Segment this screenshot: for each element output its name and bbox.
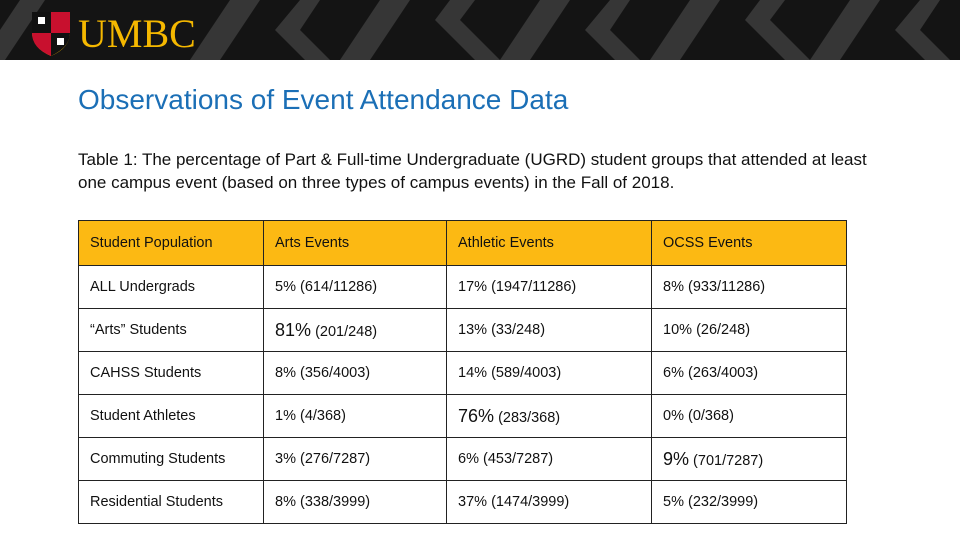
value-cell: 14% (589/4003) xyxy=(446,351,652,395)
percent: 14% xyxy=(458,365,488,381)
attendance-table: Student Population Arts Events Athletic Ev… xyxy=(78,220,847,524)
count: (453/7287) xyxy=(483,451,554,467)
value-cell: 13% (33/248) xyxy=(446,308,652,352)
count: (338/3999) xyxy=(300,494,371,510)
count: (26/248) xyxy=(696,322,751,338)
percent: 6% xyxy=(663,365,684,381)
table-row: Commuting Students 3% (276/7287) 6% (453/7… xyxy=(78,437,847,481)
count: (283/368) xyxy=(498,409,561,426)
value-cell: 6% (263/4003) xyxy=(651,351,847,395)
count: (1474/3999) xyxy=(491,494,570,510)
percent: 0% xyxy=(663,408,684,424)
count: (201/248) xyxy=(315,323,378,340)
count: (1947/11286) xyxy=(491,279,577,295)
value-cell: 8% (356/4003) xyxy=(263,351,447,395)
count: (4/368) xyxy=(300,408,346,424)
value-cell: 5% (614/11286) xyxy=(263,265,447,309)
percent: 5% xyxy=(275,279,296,295)
count: (614/11286) xyxy=(300,279,378,295)
value-cell: 81% (201/248) xyxy=(263,308,447,352)
slide-title: Observations of Event Attendance Data xyxy=(78,84,569,115)
percent: 9% xyxy=(663,448,690,469)
percent: 10% xyxy=(663,322,693,338)
value-cell: 8% (338/3999) xyxy=(263,480,447,524)
table-row: ALL Undergrads 5% (614/11286) 17% (1947/11… xyxy=(78,265,847,309)
group-cell: Student Athletes xyxy=(78,394,264,438)
group-cell: Commuting Students xyxy=(78,437,264,481)
header-row: Student Population Arts Events Athletic Ev… xyxy=(78,220,847,266)
value-cell: 6% (453/7287) xyxy=(446,437,652,481)
count: (356/4003) xyxy=(300,365,371,381)
value-cell: 1% (4/368) xyxy=(263,394,447,438)
value-cell: 8% (933/11286) xyxy=(651,265,847,309)
group-cell: ALL Undergrads xyxy=(78,265,264,309)
group-cell: “Arts” Students xyxy=(78,308,264,352)
value-cell: 0% (0/368) xyxy=(651,394,847,438)
count: (263/4003) xyxy=(688,365,759,381)
value-cell: 3% (276/7287) xyxy=(263,437,447,481)
table-row: Student Athletes 1% (4/368) 76% (283/368) 0… xyxy=(78,394,847,438)
count: (0/368) xyxy=(688,408,734,424)
value-cell: 5% (232/3999) xyxy=(651,480,847,524)
logo-shield xyxy=(32,12,70,56)
percent: 5% xyxy=(663,494,684,510)
value-cell: 76% (283/368) xyxy=(446,394,652,438)
percent: 76% xyxy=(458,405,495,426)
column-header: Student Population xyxy=(78,220,264,266)
group-cell: CAHSS Students xyxy=(78,351,264,395)
percent: 1% xyxy=(275,408,296,424)
percent: 81% xyxy=(275,319,312,340)
count: (232/3999) xyxy=(688,494,759,510)
column-header: Arts Events xyxy=(263,220,447,266)
value-cell: 10% (26/248) xyxy=(651,308,847,352)
table-row: “Arts” Students 81% (201/248) 13% (33/248)… xyxy=(78,308,847,352)
value-cell: 9% (701/7287) xyxy=(651,437,847,481)
percent: 8% xyxy=(275,494,296,510)
percent: 6% xyxy=(458,451,479,467)
column-header: Athletic Events xyxy=(446,220,652,266)
percent: 13% xyxy=(458,322,488,338)
table-row: CAHSS Students 8% (356/4003) 14% (589/4003… xyxy=(78,351,847,395)
percent: 37% xyxy=(458,494,488,510)
count: (933/11286) xyxy=(688,279,766,295)
table-body: ALL Undergrads 5% (614/11286) 17% (1947/11… xyxy=(78,265,847,524)
percent: 8% xyxy=(275,365,296,381)
count: (701/7287) xyxy=(693,452,764,469)
column-header: OCSS Events xyxy=(651,220,847,266)
header-bar: UMBC xyxy=(0,0,960,60)
count: (276/7287) xyxy=(300,451,371,467)
table-caption: Table 1: The percentage of Part & Full-t… xyxy=(78,150,867,192)
count: (589/4003) xyxy=(491,365,562,381)
value-cell: 37% (1474/3999) xyxy=(446,480,652,524)
group-cell: Residential Students xyxy=(78,480,264,524)
table-row: Residential Students 8% (338/3999) 37% (14… xyxy=(78,480,847,524)
percent: 17% xyxy=(458,279,488,295)
count: (33/248) xyxy=(491,322,546,338)
value-cell: 17% (1947/11286) xyxy=(446,265,652,309)
percent: 8% xyxy=(663,279,684,295)
logo-text: UMBC xyxy=(78,11,196,56)
percent: 3% xyxy=(275,451,296,467)
